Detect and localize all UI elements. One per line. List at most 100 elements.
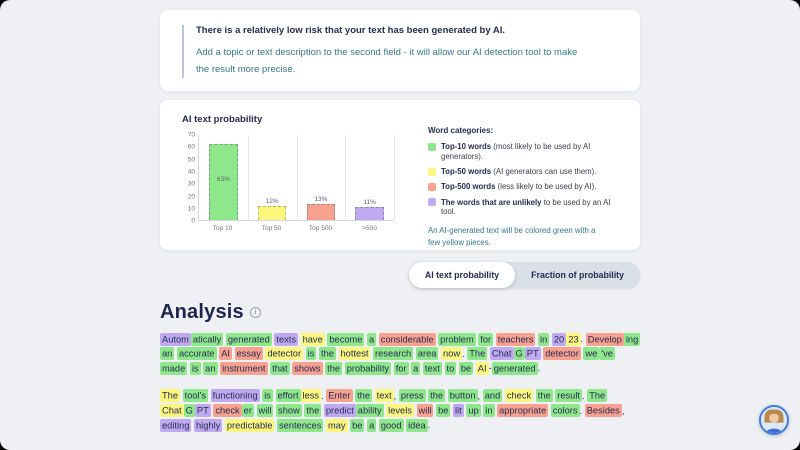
bar-chart: AI text probability 0 10 20 30 40 50 60 70 63% 1… bbox=[182, 114, 410, 238]
analyzed-token: shows bbox=[292, 361, 323, 375]
legend-item: The words that are unlikely to be used b… bbox=[428, 198, 618, 217]
analyzed-token: AI bbox=[475, 361, 489, 375]
analyzed-token: colors bbox=[550, 404, 580, 418]
analyzed-token: button bbox=[447, 389, 478, 403]
analyzed-token: be bbox=[458, 361, 474, 375]
gridline bbox=[394, 135, 395, 221]
bar-value-label: 13% bbox=[314, 196, 328, 204]
analyzed-token: instrument bbox=[220, 361, 268, 375]
risk-summary-card: There is a relatively low risk that your… bbox=[160, 10, 640, 92]
analyzed-token: levels bbox=[386, 404, 414, 418]
x-tick-label: >500 bbox=[362, 225, 377, 233]
ai-probability-card: AI text probability 0 10 20 30 40 50 60 70 63% 1… bbox=[160, 100, 640, 251]
y-tick-label: 20 bbox=[187, 193, 195, 201]
analyzed-token: Enter bbox=[326, 389, 353, 403]
analyzed-token: 've bbox=[599, 347, 615, 361]
legend-note: An AI-generated text will be colored gre… bbox=[428, 226, 596, 247]
info-icon[interactable]: i bbox=[249, 307, 261, 319]
analyzed-token: become bbox=[327, 332, 365, 346]
analyzed-token: . bbox=[321, 390, 324, 401]
analyzed-token: result bbox=[555, 389, 582, 403]
bar-value-label: 12% bbox=[265, 197, 279, 205]
analyzed-token: , bbox=[393, 390, 397, 401]
analyzed-token: press bbox=[398, 389, 426, 403]
analyzed-token: the bbox=[325, 361, 343, 375]
analyzed-token: sentences bbox=[276, 418, 324, 432]
y-tick-label: 50 bbox=[187, 156, 195, 164]
analyzed-token: and bbox=[482, 389, 503, 403]
y-tick-label: 0 bbox=[191, 217, 195, 225]
analyzed-token: . bbox=[537, 363, 541, 374]
legend-item: Top-10 words (most likely to be used by … bbox=[428, 142, 618, 161]
analyzed-token: show bbox=[276, 404, 302, 418]
analyzed-token: to bbox=[444, 361, 457, 375]
analyzed-token: generated bbox=[225, 332, 272, 346]
chart-y-axis: 0 10 20 30 40 50 60 70 bbox=[182, 132, 198, 225]
analyzed-token: the bbox=[355, 389, 373, 403]
y-tick-label: 40 bbox=[187, 168, 195, 176]
analyzed-token: editing bbox=[160, 418, 192, 432]
analyzed-token: is bbox=[305, 347, 317, 361]
legend-item: Top-50 words (AI generators can use them… bbox=[428, 167, 618, 177]
analyzed-token: problem bbox=[438, 332, 476, 346]
analyzed-token: Develop bbox=[585, 332, 624, 346]
analyzed-token: in bbox=[483, 404, 495, 418]
analyzed-token: a bbox=[411, 361, 421, 375]
analyzed-token: a bbox=[367, 418, 377, 432]
analyzed-token: an bbox=[160, 347, 175, 361]
chart-plot-area: 63% 12% 13% 11% bbox=[198, 135, 395, 222]
analyzed-token: probability bbox=[344, 361, 392, 375]
analyzed-token: . bbox=[427, 420, 431, 431]
analyzed-token: Autom bbox=[160, 332, 191, 346]
bar-top-50: 12% bbox=[257, 198, 287, 221]
analyzed-token: The bbox=[587, 389, 608, 403]
support-chat-avatar[interactable] bbox=[759, 405, 789, 435]
analyzed-token: now bbox=[441, 347, 463, 361]
analyzed-token: Chat bbox=[160, 404, 184, 418]
tab-fraction-of-probability[interactable]: Fraction of probability bbox=[531, 270, 624, 281]
analyzed-token: highly bbox=[194, 418, 223, 432]
analyzed-token: the bbox=[304, 404, 322, 418]
chart-view-tabs: AI text probability Fraction of probabili… bbox=[408, 262, 640, 289]
analyzed-token: functioning bbox=[210, 389, 260, 403]
analyzed-token: accurate bbox=[176, 347, 217, 361]
gridline bbox=[296, 135, 298, 221]
x-tick-label: Top 50 bbox=[261, 225, 282, 233]
analyzed-token: . bbox=[582, 390, 585, 401]
legend-title: Word categories: bbox=[428, 126, 494, 136]
gridline bbox=[345, 135, 347, 221]
bar-top-500: 13% bbox=[306, 196, 335, 221]
tab-ai-text-probability[interactable]: AI text probability bbox=[408, 262, 516, 289]
analyzed-token: hottest bbox=[338, 347, 371, 361]
analyzed-token: effort bbox=[275, 389, 301, 403]
analyzed-token: teachers bbox=[495, 332, 536, 346]
legend-swatch-icon bbox=[428, 142, 436, 151]
analyzed-token: text bbox=[422, 361, 442, 375]
analyzed-token: texts bbox=[274, 332, 298, 346]
analyzed-token: essay bbox=[234, 347, 263, 361]
chart-legend: Word categories: Top-10 words (most like… bbox=[428, 114, 618, 247]
analyzed-token: PT bbox=[524, 347, 541, 361]
analyzed-token: , bbox=[477, 390, 481, 401]
analyzed-token: 23 bbox=[566, 332, 581, 346]
analyzed-token: detector bbox=[543, 347, 581, 361]
y-tick-label: 30 bbox=[187, 180, 195, 188]
chart-x-axis: Top 10 Top 50 Top 500 >500 bbox=[198, 221, 394, 232]
legend-item: Top-500 words (less likely to be used by… bbox=[428, 182, 618, 192]
legend-swatch-icon bbox=[428, 182, 436, 191]
analyzed-token: area bbox=[415, 347, 439, 361]
analyzed-token: is bbox=[189, 361, 201, 375]
analyzed-token: ability bbox=[355, 404, 384, 418]
analyzed-token: the bbox=[318, 347, 336, 361]
analyzed-token: the bbox=[428, 389, 446, 403]
analyzed-token: Chat bbox=[489, 347, 514, 361]
risk-summary-content: There is a relatively low risk that your… bbox=[182, 25, 618, 79]
analyzed-token: ing bbox=[623, 332, 641, 346]
analyzed-token: that bbox=[270, 361, 290, 375]
analyzed-token: predictable bbox=[224, 418, 275, 432]
analyzed-token: lit bbox=[453, 404, 464, 418]
analyzed-token: . bbox=[462, 348, 465, 359]
analyzed-token: text bbox=[374, 389, 394, 403]
analyzed-token: less bbox=[300, 389, 322, 403]
